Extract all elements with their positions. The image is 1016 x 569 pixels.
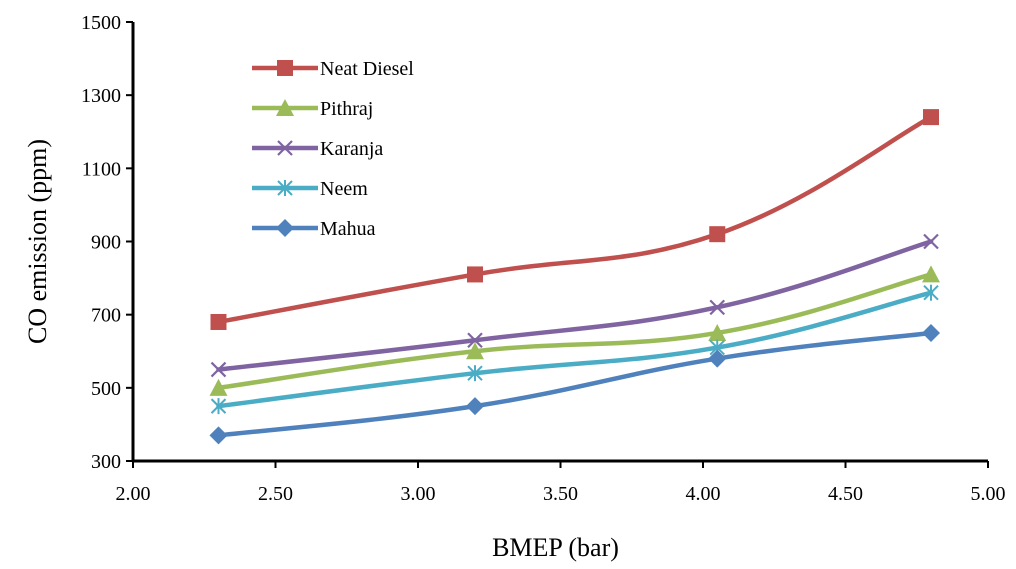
data-point <box>923 233 939 250</box>
data-point <box>709 226 726 243</box>
legend-label: Pithraj <box>320 98 373 120</box>
y-ticks: 300 500 700 900 1100 1300 1500 <box>81 12 133 473</box>
data-point <box>467 332 483 349</box>
legend-item: Karanja <box>252 138 383 160</box>
y-tick-label: 1100 <box>82 158 121 180</box>
legend-item: Neat Diesel <box>252 58 414 80</box>
x-tick-label: 3.50 <box>543 483 578 505</box>
data-point <box>466 342 484 360</box>
legend-label: Mahua <box>320 218 376 240</box>
series-line <box>216 290 934 409</box>
data-point <box>467 365 483 382</box>
series-neem <box>210 284 939 415</box>
data-point <box>709 299 726 316</box>
series-pithraj <box>209 265 940 396</box>
y-tick-label: 1300 <box>81 85 121 107</box>
data-point <box>708 349 727 368</box>
data-point <box>209 378 228 396</box>
data-point <box>708 323 727 341</box>
data-point <box>922 323 940 342</box>
x-ticks: 2.00 2.50 3.00 3.50 4.00 4.50 5.00 <box>116 461 1006 505</box>
y-tick-label: 1500 <box>81 12 121 34</box>
data-point <box>466 397 484 416</box>
legend-marker <box>277 140 293 156</box>
data-point <box>923 109 939 126</box>
series-group <box>209 109 940 445</box>
legend-item: Neem <box>252 178 368 200</box>
legend-item: Pithraj <box>252 98 373 120</box>
series-line <box>216 272 934 391</box>
x-axis-title: BMEP (bar) <box>492 533 619 562</box>
y-axis-title: CO emission (ppm) <box>23 139 52 344</box>
legend-marker <box>276 219 294 237</box>
legend-item: Mahua <box>252 218 376 240</box>
x-tick-label: 2.00 <box>116 483 151 505</box>
y-tick-label: 300 <box>91 451 121 473</box>
x-tick-label: 2.50 <box>258 483 293 505</box>
series-karanja <box>210 233 939 378</box>
legend-marker <box>276 99 294 116</box>
data-point <box>210 361 227 378</box>
data-point <box>467 266 483 283</box>
series-mahua <box>209 323 940 445</box>
y-tick-label: 700 <box>91 305 121 327</box>
x-tick-label: 3.00 <box>401 483 436 505</box>
x-tick-label: 4.00 <box>686 483 721 505</box>
legend-label: Neat Diesel <box>320 58 414 80</box>
data-point <box>923 284 939 301</box>
data-point <box>922 265 940 283</box>
data-point <box>210 398 227 415</box>
y-tick-label: 500 <box>91 378 121 400</box>
series-line <box>216 239 934 372</box>
x-tick-label: 5.00 <box>971 483 1006 505</box>
legend-marker <box>277 60 293 76</box>
y-tick-label: 900 <box>91 232 121 254</box>
data-point <box>210 313 227 330</box>
x-tick-label: 4.50 <box>828 483 863 505</box>
legend-label: Neem <box>320 178 368 200</box>
series-line <box>216 330 934 438</box>
legend-label: Karanja <box>320 138 383 160</box>
data-point <box>209 426 228 445</box>
series-line <box>216 114 934 325</box>
series-neat-diesel <box>210 109 939 330</box>
legend: Neat Diesel Pithraj Karanja Neem Mahua <box>252 58 414 240</box>
legend-marker <box>277 180 293 196</box>
